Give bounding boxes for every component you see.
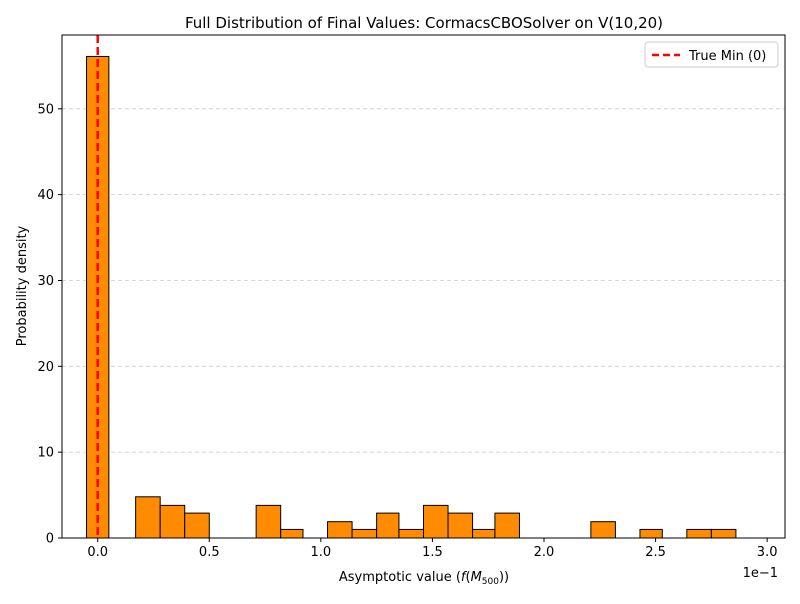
plot-frame xyxy=(61,34,786,539)
y-axis-label: Probability density xyxy=(15,225,30,346)
x-tick-label-3: 1.5 xyxy=(422,545,443,560)
chart-title: Full Distribution of Final Values: Corma… xyxy=(185,14,663,32)
x-axis-label-subscript: 500 xyxy=(482,577,499,587)
x-axis-offset-label: 1e−1 xyxy=(743,566,778,581)
legend-entry-true-min: True Min (0) xyxy=(688,49,766,64)
histogram-bar-9 xyxy=(398,528,425,539)
y-tick-label-3: 30 xyxy=(37,274,54,289)
x-tick-label-6: 3.0 xyxy=(757,545,778,560)
x-tick-label-1: 0.5 xyxy=(199,545,220,560)
y-tick-label-5: 50 xyxy=(37,102,54,117)
histogram-bar-17 xyxy=(710,528,737,539)
x-tick-label-2: 1.0 xyxy=(311,545,332,560)
histogram-bar-7 xyxy=(351,528,378,539)
histogram-bar-15 xyxy=(639,528,663,539)
y-tick-label-4: 40 xyxy=(37,188,54,203)
x-tick-label-5: 2.5 xyxy=(645,545,666,560)
histogram-bar-11 xyxy=(447,512,474,539)
x-tick-label-4: 2.0 xyxy=(534,545,555,560)
x-axis-label: Asymptotic value (f(M500)) xyxy=(339,570,509,587)
histogram-bar-6 xyxy=(327,521,353,539)
x-axis-ticks: 0.0 0.5 1.0 1.5 2.0 2.5 3.0 xyxy=(87,538,777,560)
histogram-bar-3 xyxy=(184,512,210,539)
chart-legend: True Min (0) xyxy=(644,41,779,68)
histogram-bar-13 xyxy=(494,512,520,539)
histogram-bar-12 xyxy=(472,528,496,539)
x-axis-label-f: f xyxy=(461,570,468,585)
y-tick-label-1: 10 xyxy=(37,446,54,461)
histogram-bar-2 xyxy=(159,504,186,539)
histogram-bar-10 xyxy=(423,504,449,539)
x-axis-label-main: Asymptotic value ( xyxy=(339,570,461,585)
x-tick-label-0: 0.0 xyxy=(87,545,108,560)
histogram-bar-4 xyxy=(255,504,282,539)
y-tick-label-2: 20 xyxy=(37,360,54,375)
x-axis-label-close: )) xyxy=(499,570,509,585)
histogram-bar-1 xyxy=(135,496,161,539)
y-axis-ticks: 0 10 20 30 40 50 xyxy=(37,102,62,547)
legend-box xyxy=(644,41,779,68)
histogram-bar-0 xyxy=(86,55,110,539)
y-tick-label-0: 0 xyxy=(46,532,54,547)
histogram-bar-5 xyxy=(280,528,304,539)
grid-lines xyxy=(62,108,785,453)
histogram-bar-14 xyxy=(590,521,616,539)
histogram-bar-16 xyxy=(686,528,712,539)
histogram-bar-8 xyxy=(376,512,400,539)
x-axis-label-m: M xyxy=(471,570,482,585)
